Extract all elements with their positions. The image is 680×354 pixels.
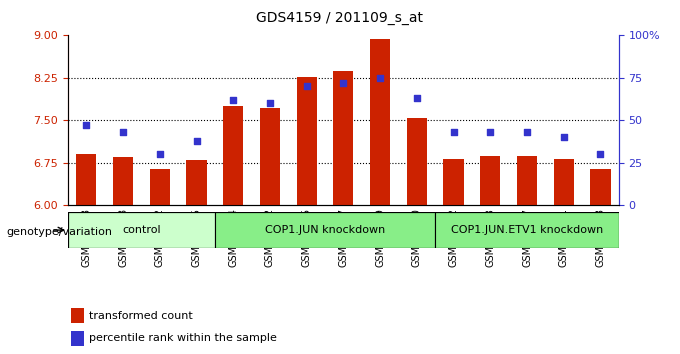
Bar	[407, 118, 427, 205]
Bar	[71, 308, 84, 323]
Bar	[480, 156, 500, 205]
Point	[228, 97, 239, 103]
Bar	[223, 106, 243, 205]
Point	[595, 152, 606, 157]
Point	[301, 84, 312, 89]
Text: control: control	[122, 225, 160, 235]
Bar	[71, 331, 84, 346]
Bar	[554, 159, 574, 205]
Text: COP1.JUN.ETV1 knockdown: COP1.JUN.ETV1 knockdown	[451, 225, 603, 235]
Text: COP1.JUN knockdown: COP1.JUN knockdown	[265, 225, 385, 235]
Point	[485, 130, 496, 135]
Point	[154, 152, 165, 157]
Point	[338, 80, 349, 86]
Point	[118, 130, 129, 135]
Point	[411, 96, 422, 101]
Point	[191, 138, 202, 144]
Bar	[150, 169, 170, 205]
Text: transformed count: transformed count	[88, 311, 192, 321]
Bar	[333, 71, 354, 205]
Text: GDS4159 / 201109_s_at: GDS4159 / 201109_s_at	[256, 11, 424, 25]
Point	[375, 75, 386, 81]
Bar	[76, 154, 97, 205]
Point	[265, 101, 275, 106]
Bar	[113, 157, 133, 205]
Point	[448, 130, 459, 135]
Bar	[215, 212, 435, 248]
Bar	[370, 39, 390, 205]
Bar	[186, 160, 207, 205]
Text: genotype/variation: genotype/variation	[7, 227, 113, 237]
Point	[522, 130, 532, 135]
Bar	[260, 108, 280, 205]
Text: percentile rank within the sample: percentile rank within the sample	[88, 333, 277, 343]
Bar	[443, 159, 464, 205]
Bar	[296, 77, 317, 205]
Bar	[435, 212, 619, 248]
Point	[558, 135, 569, 140]
Bar	[517, 156, 537, 205]
Bar	[590, 169, 611, 205]
Point	[81, 122, 92, 128]
Bar	[68, 212, 215, 248]
